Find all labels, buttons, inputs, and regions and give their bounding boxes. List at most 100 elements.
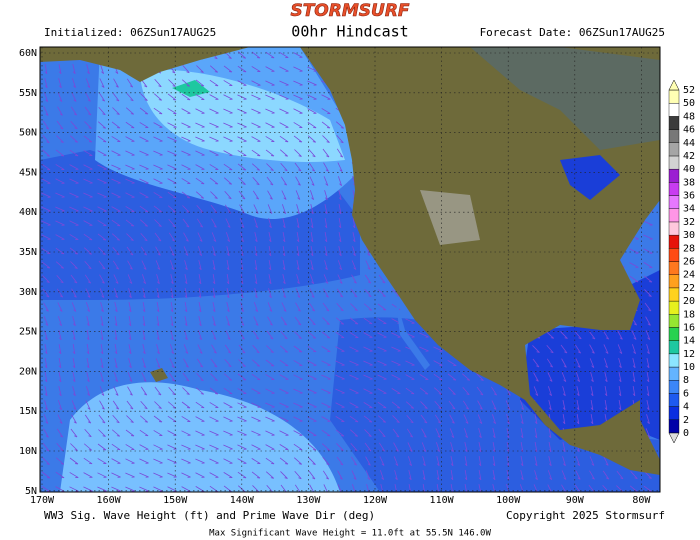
lat-label: 30N [19, 287, 37, 298]
wave-arrow [154, 401, 162, 409]
wave-arrow [338, 232, 342, 243]
wave-arrow [377, 318, 387, 324]
wave-arrow [279, 122, 289, 128]
wave-arrow [279, 52, 289, 58]
wave-arrow [153, 164, 163, 170]
wave-arrow [349, 346, 359, 352]
wave-arrow [83, 192, 93, 198]
wave-arrow [548, 428, 552, 439]
wave-arrow [196, 65, 204, 73]
wave-arrow [128, 330, 132, 341]
wave-arrow [294, 316, 302, 326]
wave-arrow [603, 456, 609, 466]
wave-arrow [321, 331, 331, 339]
wave-arrow [140, 386, 148, 396]
wave-arrow [519, 484, 524, 492]
wave-arrow [44, 386, 48, 397]
wave-arrow [211, 344, 217, 354]
wave-arrow [307, 66, 317, 72]
wave-arrow [464, 456, 468, 467]
wave-arrow [97, 135, 107, 143]
colorbar-label: 10 [683, 362, 695, 373]
wave-arrow [128, 302, 132, 313]
wave-arrow [86, 64, 90, 75]
wave-arrow [142, 288, 146, 299]
wave-arrow [392, 428, 400, 438]
wave-arrow [265, 374, 275, 380]
wave-arrow [561, 358, 567, 368]
wave-arrow [57, 316, 63, 327]
wave-arrow [212, 316, 216, 327]
wave-arrow [279, 430, 289, 436]
wave-arrow [85, 400, 91, 410]
wave-arrow [167, 108, 177, 114]
wave-arrow [434, 400, 442, 410]
wave-arrow [70, 261, 78, 269]
wave-arrow [335, 121, 345, 129]
wave-arrow [139, 136, 149, 142]
wave-arrow [352, 218, 356, 229]
wave-arrow [195, 416, 205, 422]
wave-arrow [254, 260, 258, 271]
wave-arrow [293, 374, 303, 380]
wave-arrow [604, 358, 608, 369]
wave-arrow [294, 149, 302, 157]
wave-arrow [391, 332, 401, 338]
wave-arrow [377, 360, 387, 366]
wave-arrow [363, 402, 373, 408]
wave-arrow [41, 163, 51, 171]
wave-arrow [42, 134, 50, 144]
wave-arrow [293, 360, 303, 366]
wave-arrow [156, 302, 160, 313]
wave-arrow [378, 442, 386, 452]
wave-arrow [139, 458, 149, 464]
wave-arrow [506, 414, 510, 425]
wave-arrow [41, 149, 51, 157]
wave-arrow [97, 233, 107, 241]
wave-arrow [97, 121, 107, 129]
wave-arrow [576, 400, 580, 411]
wave-arrow [365, 246, 371, 257]
wave-arrow [195, 108, 205, 114]
wave-arrow [646, 344, 650, 355]
wave-arrow [321, 429, 331, 437]
wave-arrow [296, 218, 300, 229]
wave-arrow [223, 163, 233, 171]
wave-arrow [363, 360, 373, 366]
wave-arrow [532, 345, 540, 353]
wave-arrow [154, 386, 162, 396]
colorbar-cell [668, 274, 680, 289]
wave-arrow [254, 232, 258, 243]
wave-arrow [55, 261, 65, 269]
wave-arrow [266, 176, 274, 186]
wave-arrow [267, 190, 273, 200]
wave-arrow [198, 274, 202, 285]
wave-arrow [337, 470, 343, 480]
wave-arrow [324, 260, 328, 271]
lat-label: 60N [19, 48, 37, 59]
wave-arrow [153, 486, 163, 492]
wave-arrow [195, 150, 205, 156]
wave-arrow [294, 162, 302, 172]
wave-arrow [421, 428, 427, 438]
wave-arrow [195, 94, 205, 100]
wave-arrow [238, 190, 246, 200]
wave-arrow [58, 386, 62, 397]
wave-arrow [139, 178, 149, 184]
wave-arrow [156, 316, 160, 327]
wave-arrow [41, 192, 51, 198]
wave-arrow [57, 400, 63, 411]
wave-arrow [307, 121, 317, 129]
wave-arrow [589, 470, 595, 480]
wave-arrow [618, 372, 622, 383]
wave-arrow [364, 429, 372, 437]
wave-arrow [265, 457, 275, 465]
wave-arrow [251, 136, 261, 142]
colorbar-cell [668, 419, 680, 434]
wave-arrow [337, 274, 343, 284]
wave-arrow [251, 359, 261, 367]
rockies [420, 190, 480, 245]
wave-arrow [336, 303, 344, 312]
wave-arrow [293, 416, 303, 422]
wave-arrow [560, 331, 568, 339]
